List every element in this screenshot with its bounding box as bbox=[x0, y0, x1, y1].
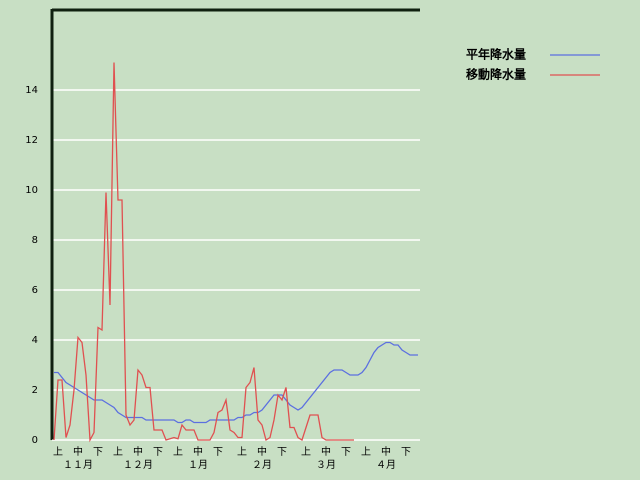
month-label: ２月 bbox=[252, 459, 272, 471]
x-tick-label: 中 bbox=[133, 445, 143, 458]
x-tick-label: 上 bbox=[361, 446, 371, 458]
x-tick-label: 中 bbox=[257, 445, 267, 458]
legend-label: 移動降水量 bbox=[466, 67, 526, 82]
x-tick-label: 上 bbox=[301, 446, 311, 458]
y-tick-label: 4 bbox=[32, 335, 38, 346]
x-tick-label: 下 bbox=[277, 447, 287, 458]
x-tick-label: 上 bbox=[237, 446, 247, 458]
line-series bbox=[53, 62, 354, 443]
legend-label: 平年降水量 bbox=[466, 47, 526, 62]
y-tick-label: 2 bbox=[32, 385, 38, 396]
x-tick-label: 下 bbox=[153, 447, 163, 458]
x-tick-label: 上 bbox=[113, 446, 123, 458]
month-label: ４月 bbox=[376, 459, 396, 471]
x-tick-label: 中 bbox=[321, 445, 331, 458]
x-tick-label: 中 bbox=[73, 445, 83, 458]
x-tick-label: 上 bbox=[173, 446, 183, 458]
y-tick-label: 0 bbox=[32, 435, 38, 446]
month-label: １１月 bbox=[63, 459, 93, 471]
y-tick-label: 12 bbox=[25, 135, 38, 146]
x-tick-label: 中 bbox=[381, 445, 391, 458]
x-tick-label: 下 bbox=[93, 447, 103, 458]
x-tick-label: 下 bbox=[213, 447, 223, 458]
x-tick-label: 中 bbox=[193, 445, 203, 458]
line-series bbox=[54, 341, 418, 424]
month-label: １２月 bbox=[123, 459, 153, 471]
y-tick-label: 14 bbox=[25, 85, 38, 96]
y-tick-label: 8 bbox=[32, 235, 38, 246]
month-label: ３月 bbox=[316, 459, 336, 471]
x-tick-label: 上 bbox=[53, 446, 63, 458]
y-tick-label: 10 bbox=[25, 185, 38, 196]
x-tick-label: 下 bbox=[341, 447, 351, 458]
y-tick-label: 6 bbox=[32, 285, 38, 296]
month-label: １月 bbox=[188, 459, 208, 471]
x-tick-label: 下 bbox=[401, 447, 411, 458]
